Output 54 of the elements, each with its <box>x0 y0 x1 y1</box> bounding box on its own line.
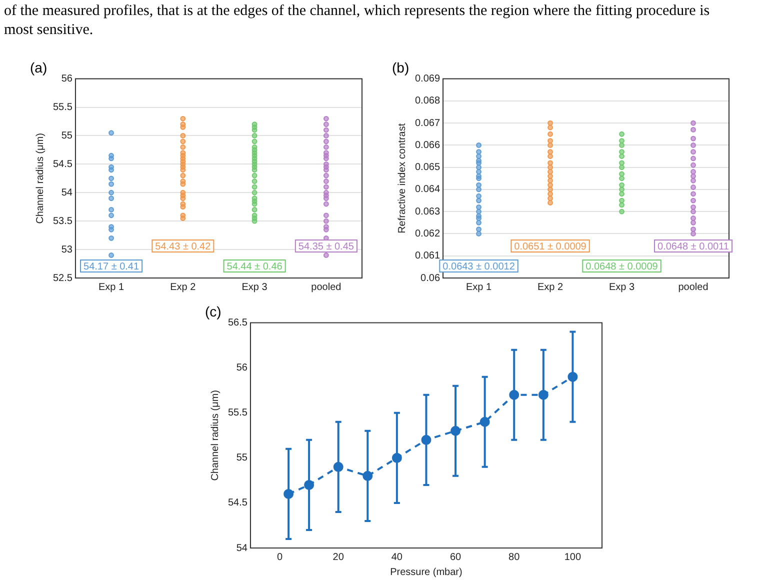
annotation: 0.0648 ± 0.0011 <box>658 241 730 252</box>
y-tick-label: 0.061 <box>414 250 440 262</box>
y-tick-label: 0.067 <box>414 118 440 129</box>
x-tick-label: Exp 2 <box>170 282 196 293</box>
y-tick-label: 55 <box>236 452 248 464</box>
y-axis-title: Channel radius (μm) <box>34 133 46 224</box>
x-tick-label: Exp 1 <box>466 282 492 293</box>
y-tick-label: 53.5 <box>52 216 73 227</box>
x-tick-label: 0 <box>276 552 283 563</box>
y-tick-label: 54.5 <box>52 158 73 170</box>
x-tick-label: pooled <box>678 282 708 293</box>
y-tick-label: 55.5 <box>52 102 73 114</box>
annotation: 54.17 ± 0.41 <box>84 261 140 272</box>
x-tick-label: Exp 1 <box>98 282 124 293</box>
x-tick-label: 80 <box>508 552 520 563</box>
y-tick-label: 55.5 <box>228 408 248 419</box>
y-tick-label: 0.069 <box>414 74 440 85</box>
x-tick-label: 60 <box>450 552 462 563</box>
y-tick-label: 0.066 <box>414 140 440 151</box>
y-axis-title: Channel radius (μm) <box>210 390 221 481</box>
x-axis-title: Pressure (mbar) <box>390 566 462 578</box>
chart-title: (b) <box>392 59 410 76</box>
y-axis-title: Refractive index contrast <box>396 123 408 234</box>
y-tick-label: 0.062 <box>414 228 440 240</box>
y-tick-label: 0.064 <box>414 184 440 196</box>
text: of the measured profiles, that is at the edges of the channel, which represents the region where the fitting procedure is most sensitive. <box>4 2 711 40</box>
annotation: 0.0651 ± 0.0009 <box>514 241 587 252</box>
y-tick-label: 53 <box>61 244 73 256</box>
y-tick-label: 56.5 <box>228 318 248 329</box>
x-tick-label: 20 <box>332 552 344 563</box>
chart-title: (a) <box>30 59 48 76</box>
x-tick-label: Exp 3 <box>242 282 268 293</box>
annotation: 54.44 ± 0.46 <box>226 261 283 272</box>
y-tick-label: 56 <box>236 362 248 374</box>
x-tick-label: Exp 2 <box>537 282 564 293</box>
annotation: 0.0648 ± 0.0009 <box>586 261 658 272</box>
annotation: 54.35 ± 0.45 <box>298 241 354 252</box>
x-tick-label: Exp 3 <box>608 282 635 293</box>
y-tick-label: 56 <box>61 74 73 85</box>
y-tick-label: 54 <box>61 187 73 198</box>
y-tick-label: 55 <box>61 130 73 142</box>
x-tick-label: 100 <box>564 552 582 563</box>
y-tick-label: 0.06 <box>420 272 440 284</box>
y-tick-label: 54.5 <box>228 498 248 509</box>
x-tick-label: pooled <box>311 282 342 293</box>
x-tick-label: 40 <box>391 552 403 563</box>
y-tick-label: 0.063 <box>414 206 440 218</box>
y-tick-label: 54 <box>236 542 248 554</box>
y-tick-label: 52.5 <box>52 272 73 284</box>
chart-title: (c) <box>205 303 222 320</box>
y-tick-label: 0.068 <box>414 96 440 107</box>
annotation: 0.0643 ± 0.0012 <box>442 261 516 272</box>
annotation: 54.43 ± 0.42 <box>155 241 212 252</box>
y-tick-label: 0.065 <box>414 162 440 174</box>
